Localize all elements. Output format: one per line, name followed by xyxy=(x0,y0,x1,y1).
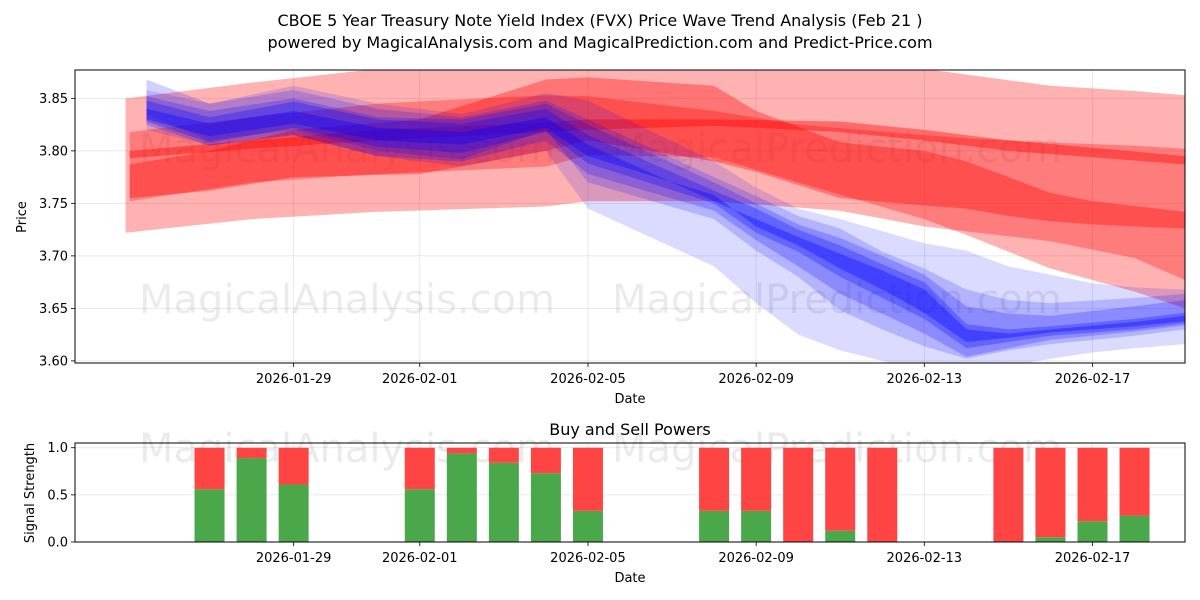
band-layer xyxy=(125,70,1185,363)
main-y-tick-label: 3.75 xyxy=(39,197,68,212)
main-x-tick-label: 2026-02-17 xyxy=(1055,372,1131,387)
sell-power-bar xyxy=(741,447,772,511)
main-y-tick-label: 3.70 xyxy=(39,249,68,264)
sell-power-bar xyxy=(699,447,730,511)
bar-layer xyxy=(194,447,1150,542)
sell-power-bar xyxy=(867,447,898,542)
blue-wave-band-4 xyxy=(146,100,1185,349)
sell-power-bar xyxy=(236,447,267,459)
sub-y-tick-label: 1.0 xyxy=(47,441,68,456)
main-x-tick-label: 2026-02-01 xyxy=(382,372,458,387)
sub-y-tick-label: 0.0 xyxy=(47,536,68,551)
main-x-tick-label: 2026-01-29 xyxy=(256,372,332,387)
sub-chart-title: Buy and Sell Powers xyxy=(549,420,711,439)
watermark-left-upper: MagicalAnalysis.com xyxy=(139,126,555,172)
watermark-right-upper: MagicalPrediction.com xyxy=(612,126,1062,172)
sell-power-bar xyxy=(572,447,603,511)
buy-power-bar xyxy=(572,510,603,542)
main-x-axis: 2026-01-29 2026-02-01 2026-02-05 2026-02-09… xyxy=(256,363,1131,387)
sub-x-axis-label: Date xyxy=(614,571,645,586)
sell-power-bar xyxy=(446,447,477,454)
sub-x-axis: 2026-01-29 2026-02-01 2026-02-05 2026-02-09… xyxy=(256,542,1131,566)
sell-power-bar xyxy=(783,447,814,542)
sell-power-bar xyxy=(1035,447,1066,538)
main-y-tick-label: 3.80 xyxy=(39,144,68,159)
sub-x-tick-label: 2026-02-13 xyxy=(887,551,963,566)
sub-x-tick-label: 2026-01-29 xyxy=(256,551,332,566)
buy-power-bar xyxy=(1119,515,1150,542)
main-y-axis-label: Price xyxy=(15,201,30,233)
sell-power-bar xyxy=(194,447,225,490)
main-y-axis: 3.60 3.65 3.70 3.75 3.80 3.85 xyxy=(39,92,75,369)
buy-power-bar xyxy=(699,510,730,542)
buy-power-bar xyxy=(741,510,772,542)
buy-power-bar xyxy=(236,458,267,542)
sell-power-bar xyxy=(1119,447,1150,516)
main-y-tick-label: 3.85 xyxy=(39,92,68,107)
main-x-tick-label: 2026-02-05 xyxy=(550,372,626,387)
main-watermarks: MagicalAnalysis.com MagicalPrediction.co… xyxy=(139,126,1062,323)
buy-power-bar xyxy=(278,484,309,542)
buy-power-bar xyxy=(530,473,561,542)
buy-power-bar xyxy=(1077,521,1108,542)
price-wave-chart: MagicalAnalysis.com MagicalPrediction.co… xyxy=(15,69,1186,407)
sub-x-tick-label: 2026-02-17 xyxy=(1055,551,1131,566)
buy-power-bar xyxy=(404,489,435,542)
main-x-axis-label: Date xyxy=(614,392,645,407)
sub-y-axis: 0.0 0.5 1.0 xyxy=(47,441,75,551)
buy-power-bar xyxy=(446,453,477,542)
red-wave-band-4 xyxy=(129,119,1185,165)
buy-power-bar xyxy=(1035,537,1066,542)
sub-y-axis-label: Signal Strength xyxy=(23,443,38,543)
main-x-tick-label: 2026-02-09 xyxy=(718,372,794,387)
sub-x-tick-label: 2026-02-09 xyxy=(718,551,794,566)
sub-x-tick-label: 2026-02-05 xyxy=(550,551,626,566)
sell-power-bar xyxy=(993,447,1024,542)
main-y-tick-label: 3.60 xyxy=(39,354,68,369)
sell-power-bar xyxy=(404,447,435,490)
buy-power-bar xyxy=(194,489,225,542)
chart-title-line1: CBOE 5 Year Treasury Note Yield Index (F… xyxy=(277,11,922,30)
buy-power-bar xyxy=(825,530,856,542)
sub-plot-frame xyxy=(74,442,1186,543)
main-gridlines xyxy=(75,70,1185,363)
blue-wave-band-2 xyxy=(146,79,1185,359)
blue-wave-band-3 xyxy=(146,96,1185,357)
buy-sell-powers-chart: Buy and Sell Powers MagicalAnalysis.com … xyxy=(23,420,1186,586)
watermark-right-lower: MagicalPrediction.com xyxy=(612,277,1062,323)
main-plot-frame xyxy=(74,69,1186,364)
sell-power-bar xyxy=(488,447,519,463)
main-y-tick-label: 3.65 xyxy=(39,302,68,317)
watermark-left-lower: MagicalAnalysis.com xyxy=(139,277,555,323)
sub-x-tick-label: 2026-02-01 xyxy=(382,551,458,566)
red-wave-band-2 xyxy=(129,95,1185,309)
red-wave-band-3 xyxy=(129,77,1185,229)
sell-power-bar xyxy=(530,447,561,474)
buy-power-bar xyxy=(488,462,519,542)
sell-power-bar xyxy=(825,447,856,531)
red-wave-band-1 xyxy=(125,70,1185,280)
sell-power-bar xyxy=(278,447,309,485)
blue-wave-band-1 xyxy=(146,85,1185,363)
sub-y-tick-label: 0.5 xyxy=(47,488,68,503)
main-x-tick-label: 2026-02-13 xyxy=(887,372,963,387)
chart-title-line2: powered by MagicalAnalysis.com and Magic… xyxy=(267,33,932,52)
sell-power-bar xyxy=(1077,447,1108,522)
